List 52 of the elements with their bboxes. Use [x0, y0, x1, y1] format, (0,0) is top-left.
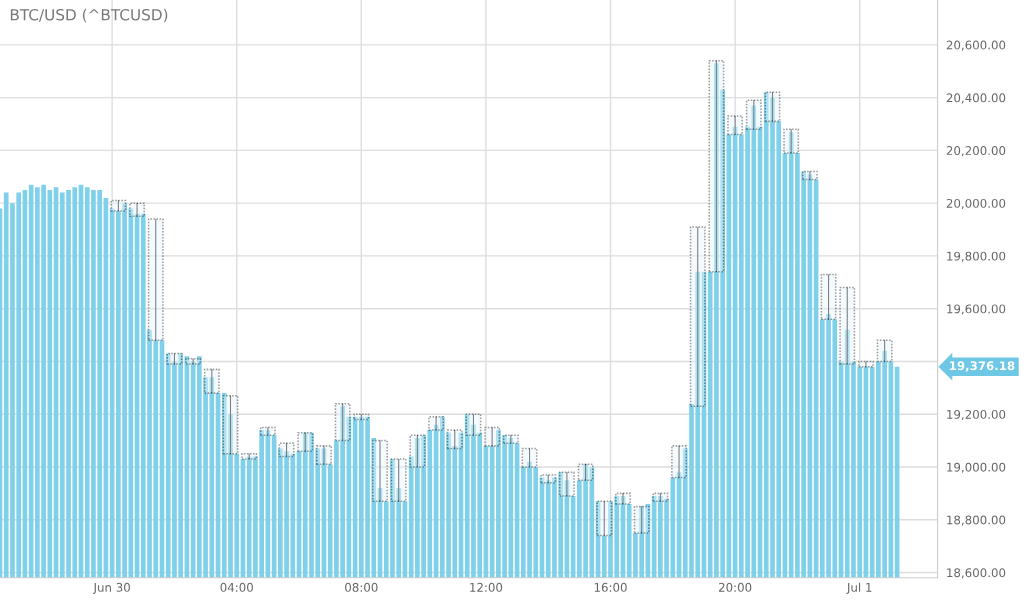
y-tick-label: 18,800.00 — [947, 515, 1006, 526]
candlestick — [858, 360, 874, 368]
candlestick — [521, 447, 538, 468]
candlestick — [446, 429, 463, 450]
candlestick — [708, 59, 725, 273]
candlestick — [465, 413, 482, 437]
candlestick — [185, 358, 202, 365]
text: BTC/USD (^BTCUSD) — [10, 8, 168, 23]
y-tick-label: 20,600.00 — [946, 40, 1006, 51]
candlestick — [764, 91, 781, 123]
x-tick-label: Jul 1 — [846, 582, 872, 594]
y-tick-label: 20,200.00 — [946, 146, 1006, 157]
candlestick — [428, 416, 445, 431]
candlestick — [876, 339, 893, 363]
y-tick-label: 19,200.00 — [947, 409, 1006, 421]
candlestick — [633, 505, 650, 534]
text: 19,376.18 — [950, 361, 1015, 372]
x-tick-label: 16:00 — [594, 582, 627, 592]
x-tick-label: 04:00 — [220, 582, 253, 592]
y-tick-label: 20,000.00 — [946, 198, 1006, 210]
candlestick — [820, 273, 837, 321]
x-tick-label: Jun 30 — [92, 582, 130, 594]
candlestick — [484, 426, 501, 447]
candlestick — [596, 500, 613, 537]
candlestick — [689, 226, 706, 408]
candlestick — [147, 218, 164, 342]
candlestick — [297, 431, 314, 452]
candlestick — [222, 394, 239, 455]
x-tick-label: 12:00 — [470, 582, 503, 592]
candlestick — [801, 170, 818, 181]
candlestick — [129, 202, 145, 218]
candlestick — [334, 402, 351, 442]
candlestick — [745, 99, 762, 131]
candlestick — [409, 434, 426, 468]
y-tick-label: 20,400.00 — [946, 93, 1006, 104]
x-tick-label: 20:00 — [718, 582, 752, 592]
candlestick — [671, 445, 687, 479]
candlestick — [615, 492, 631, 505]
y-tick-label: 18,600.00 — [947, 568, 1006, 579]
y-tick-label: 19,000.00 — [947, 462, 1006, 473]
y-tick-label: 19,600.00 — [947, 304, 1006, 315]
candlestick — [372, 439, 388, 503]
candlestick — [316, 445, 332, 466]
candlestick — [259, 426, 276, 437]
candlestick — [783, 128, 800, 154]
candlestick — [727, 115, 744, 136]
candlestick — [839, 286, 856, 365]
y-tick-label: 19,800.00 — [947, 251, 1006, 262]
x-tick-label: 08:00 — [345, 582, 378, 592]
candlestick — [558, 471, 575, 497]
candlestick — [203, 368, 220, 394]
candlestick — [390, 458, 407, 503]
